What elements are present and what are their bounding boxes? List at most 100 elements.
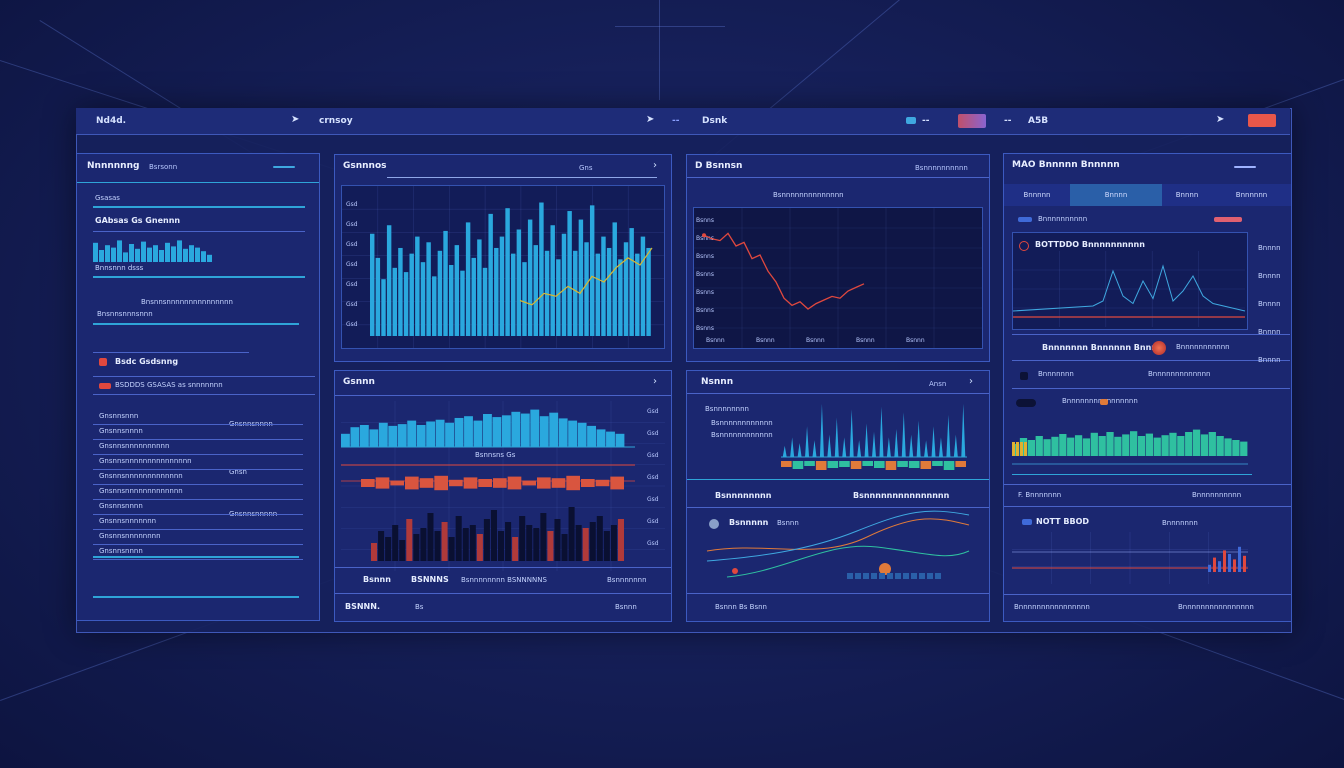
bar	[581, 479, 595, 487]
tab-4[interactable]: Bnnnnnn	[1235, 191, 1268, 199]
menu-icon[interactable]	[1234, 166, 1256, 168]
bar	[448, 537, 455, 561]
bar	[568, 507, 575, 561]
footer-left: Bnnnnnnnnnnnnnnnn	[1014, 603, 1090, 611]
bar	[1027, 440, 1035, 456]
chevron-right-icon[interactable]: ›	[653, 376, 657, 387]
alert-item[interactable]: Bsdc Gsdsnng	[115, 357, 179, 366]
list-item[interactable]: Gnsnnsnnnnnnnn	[99, 532, 161, 540]
bar	[623, 242, 629, 336]
bar	[516, 229, 522, 336]
bar	[1059, 434, 1067, 456]
spike	[790, 437, 795, 457]
bar	[573, 250, 578, 336]
bar	[117, 240, 122, 262]
bar	[426, 242, 431, 336]
tick-label: Bnnnn	[1258, 272, 1281, 280]
y-tick-label: Bsnns	[696, 271, 714, 278]
list-item[interactable]: Gnsnnsnnnnnnnnnnnnn	[99, 487, 183, 495]
tab-2[interactable]: Bnnnn	[1070, 184, 1162, 206]
spike-chart	[781, 403, 967, 470]
bar	[595, 479, 610, 487]
tick-label: Gsd	[647, 452, 659, 459]
inner-title: Bsnnnnnnnnnnnnnn	[773, 191, 844, 199]
bar	[507, 476, 522, 490]
panel-title: D Bsnnsn	[695, 161, 743, 171]
tab-1[interactable]: Bnnnnn	[1023, 191, 1051, 199]
bar	[177, 240, 182, 262]
toggle-icon[interactable]	[1016, 399, 1036, 407]
bar	[435, 419, 445, 447]
bar	[1218, 561, 1221, 572]
bar	[505, 522, 512, 561]
chevron-right-icon[interactable]: ›	[969, 376, 973, 387]
bar	[612, 222, 617, 336]
list-item[interactable]: Gnsnnsnnn	[99, 412, 139, 420]
divider	[93, 323, 299, 325]
bar	[874, 461, 885, 468]
chevron-right-icon[interactable]: ›	[653, 160, 657, 171]
data-point	[702, 233, 706, 238]
divider	[1012, 474, 1252, 475]
bar	[492, 417, 502, 447]
bar	[195, 247, 200, 262]
bar	[520, 413, 530, 447]
peak-chart	[1012, 251, 1246, 327]
bar	[478, 479, 492, 487]
mail-icon[interactable]	[906, 117, 916, 124]
bar	[434, 531, 441, 561]
tab-bar: Bnnnnn Bnnnn Bnnnn Bnnnnnn	[1004, 184, 1291, 206]
divider	[687, 393, 989, 394]
chevron-right-icon[interactable]: ➤	[291, 114, 300, 125]
divider	[93, 439, 303, 440]
chevron-right-icon[interactable]: ➤	[646, 114, 655, 125]
panel-header-right: Ansn	[929, 380, 947, 388]
list-item[interactable]: Gnsnnsnnnnnnnnnn	[99, 442, 170, 450]
footer-mid: Bs	[415, 603, 424, 611]
list-item[interactable]: Gnsnnsnnnn	[99, 502, 143, 510]
tick-label: Gsd	[647, 474, 659, 481]
lower-chart	[1012, 532, 1248, 584]
bar	[420, 528, 427, 561]
nav-link-2[interactable]: Dsnk	[702, 116, 728, 126]
divider	[687, 177, 989, 178]
bar	[1169, 432, 1177, 456]
notification-badge[interactable]	[1248, 114, 1276, 127]
list-item[interactable]: Gnsnnsnnnnnnn	[99, 517, 157, 525]
bar	[617, 519, 624, 561]
bar	[1043, 439, 1051, 456]
list-item[interactable]: Gnsnnsnnnn	[99, 427, 143, 435]
bar	[927, 573, 933, 579]
bar	[483, 414, 492, 447]
x-tick-label: Bsnnn	[806, 337, 825, 344]
nav-link-3[interactable]: A5B	[1028, 116, 1049, 126]
bar	[530, 409, 540, 447]
panel-c: D Bsnnsn Bsnnnnnnnnnn Bsnnnnnnnnnnnnnn B…	[686, 154, 990, 362]
bar	[575, 525, 582, 561]
bar	[403, 272, 409, 336]
list-item[interactable]: Gnsnnsnnnnnnnnnnnnn	[99, 472, 183, 480]
tab-3[interactable]: Bnnnn	[1175, 191, 1199, 199]
bar	[427, 513, 434, 561]
bar	[551, 478, 566, 488]
bar	[584, 242, 589, 336]
bar	[920, 461, 932, 469]
bar	[420, 262, 426, 336]
square-icon	[1020, 372, 1028, 380]
divider	[93, 529, 303, 530]
bar	[603, 531, 610, 561]
bar	[1122, 434, 1130, 456]
collapse-icon[interactable]	[273, 166, 295, 168]
row-header: BSDDDS GSASAS as snnnnnnn	[115, 381, 223, 389]
bar	[371, 543, 378, 561]
tick-label: Gsd	[647, 496, 659, 503]
bar	[441, 522, 448, 561]
list-item[interactable]: Gnsnnsnnnnnnnnnnnnnnn	[99, 457, 192, 465]
chevron-right-icon[interactable]: ➤	[1216, 114, 1225, 125]
nav-link-1[interactable]: crnsoy	[319, 116, 353, 126]
spike	[946, 415, 951, 457]
y-tick-label: Bsnns	[696, 217, 714, 224]
chart-icon[interactable]	[958, 114, 986, 128]
list-item[interactable]: Gnsnnsnnnn	[99, 547, 143, 555]
bottom-label-3: Bsnnnnnnnn BSNNNNNS	[461, 576, 547, 584]
